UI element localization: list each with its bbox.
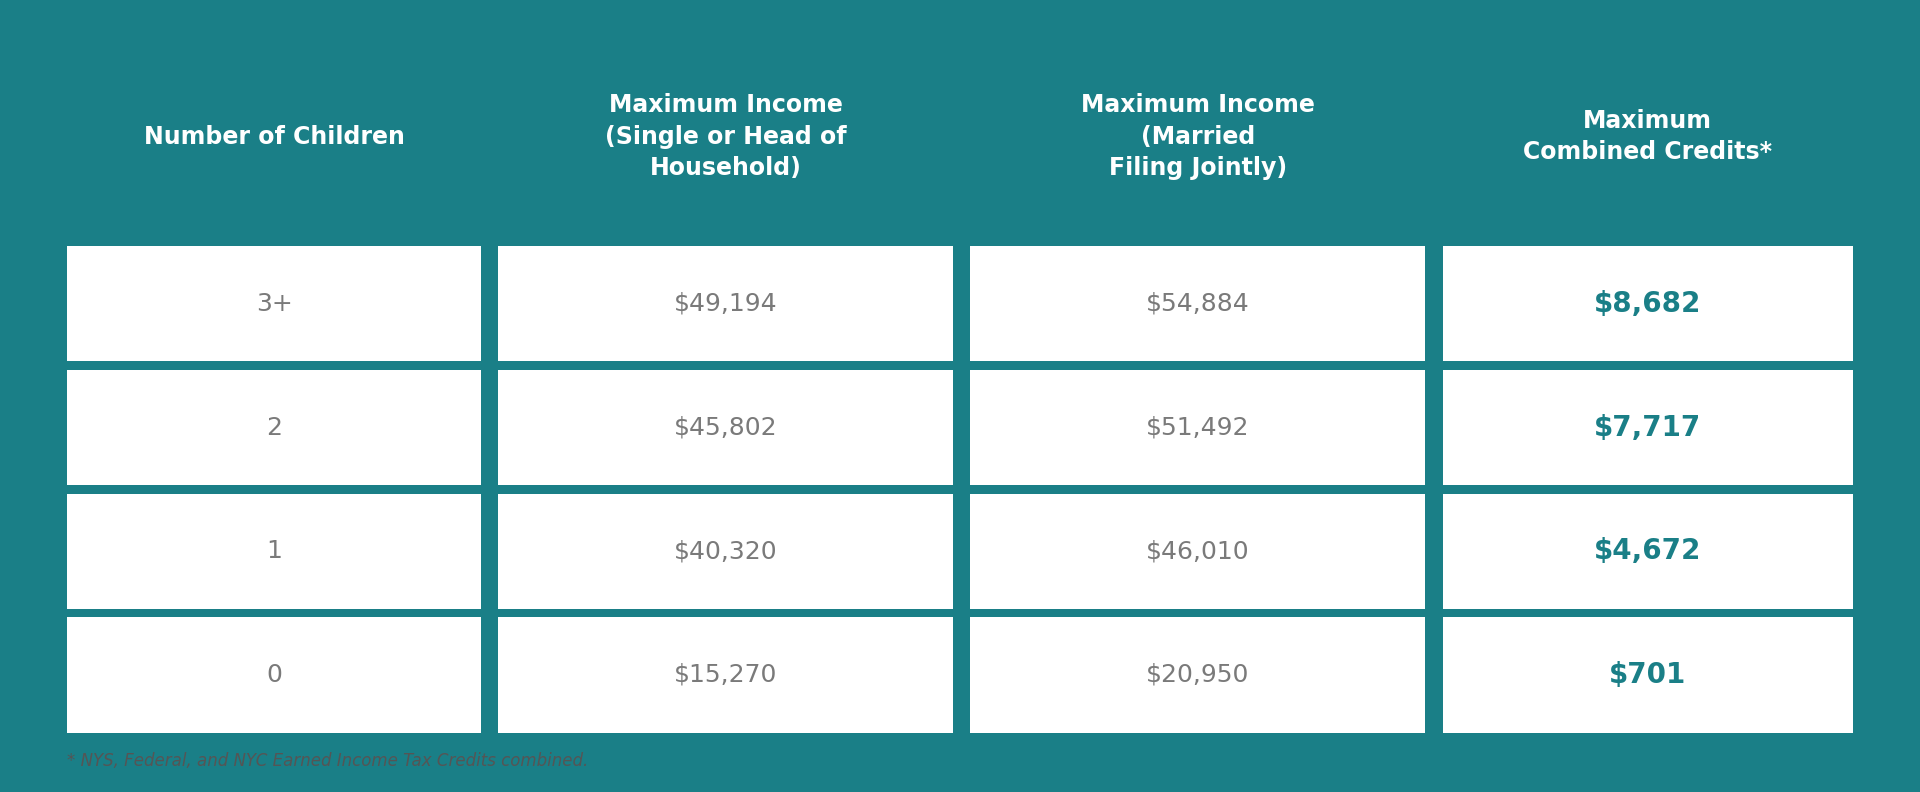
Text: $701: $701 xyxy=(1609,661,1686,689)
Text: Maximum
Combined Credits*: Maximum Combined Credits* xyxy=(1523,109,1772,165)
Text: $46,010: $46,010 xyxy=(1146,539,1250,563)
Bar xyxy=(499,617,952,733)
Bar xyxy=(499,246,952,361)
Bar xyxy=(499,493,952,609)
Text: $40,320: $40,320 xyxy=(674,539,778,563)
Text: * NYS, Federal, and NYC Earned Income Tax Credits combined.: * NYS, Federal, and NYC Earned Income Ta… xyxy=(67,752,588,771)
Bar xyxy=(1442,493,1853,609)
Text: $7,717: $7,717 xyxy=(1594,413,1701,441)
Bar xyxy=(499,370,952,485)
Text: 1: 1 xyxy=(267,539,282,563)
Text: Number of Children: Number of Children xyxy=(144,124,405,149)
Bar xyxy=(67,617,482,733)
Bar xyxy=(67,370,482,485)
Bar xyxy=(1442,617,1853,733)
Text: $49,194: $49,194 xyxy=(674,291,778,316)
Bar xyxy=(67,246,482,361)
Text: $4,672: $4,672 xyxy=(1594,537,1701,565)
Text: 0: 0 xyxy=(267,663,282,687)
Bar xyxy=(970,370,1425,485)
Text: $45,802: $45,802 xyxy=(674,416,778,440)
Bar xyxy=(970,246,1425,361)
Bar xyxy=(1442,370,1853,485)
Bar xyxy=(67,493,482,609)
Text: Maximum Income
(Single or Head of
Household): Maximum Income (Single or Head of Househ… xyxy=(605,93,847,181)
Text: 3+: 3+ xyxy=(255,291,292,316)
Bar xyxy=(970,617,1425,733)
Bar xyxy=(970,493,1425,609)
Text: $51,492: $51,492 xyxy=(1146,416,1250,440)
Text: 2: 2 xyxy=(267,416,282,440)
Bar xyxy=(67,36,1853,733)
Text: $20,950: $20,950 xyxy=(1146,663,1250,687)
Text: $54,884: $54,884 xyxy=(1146,291,1250,316)
Text: Maximum Income
(Married
Filing Jointly): Maximum Income (Married Filing Jointly) xyxy=(1081,93,1315,181)
Text: $8,682: $8,682 xyxy=(1594,290,1701,318)
Bar xyxy=(1442,246,1853,361)
Text: $15,270: $15,270 xyxy=(674,663,778,687)
